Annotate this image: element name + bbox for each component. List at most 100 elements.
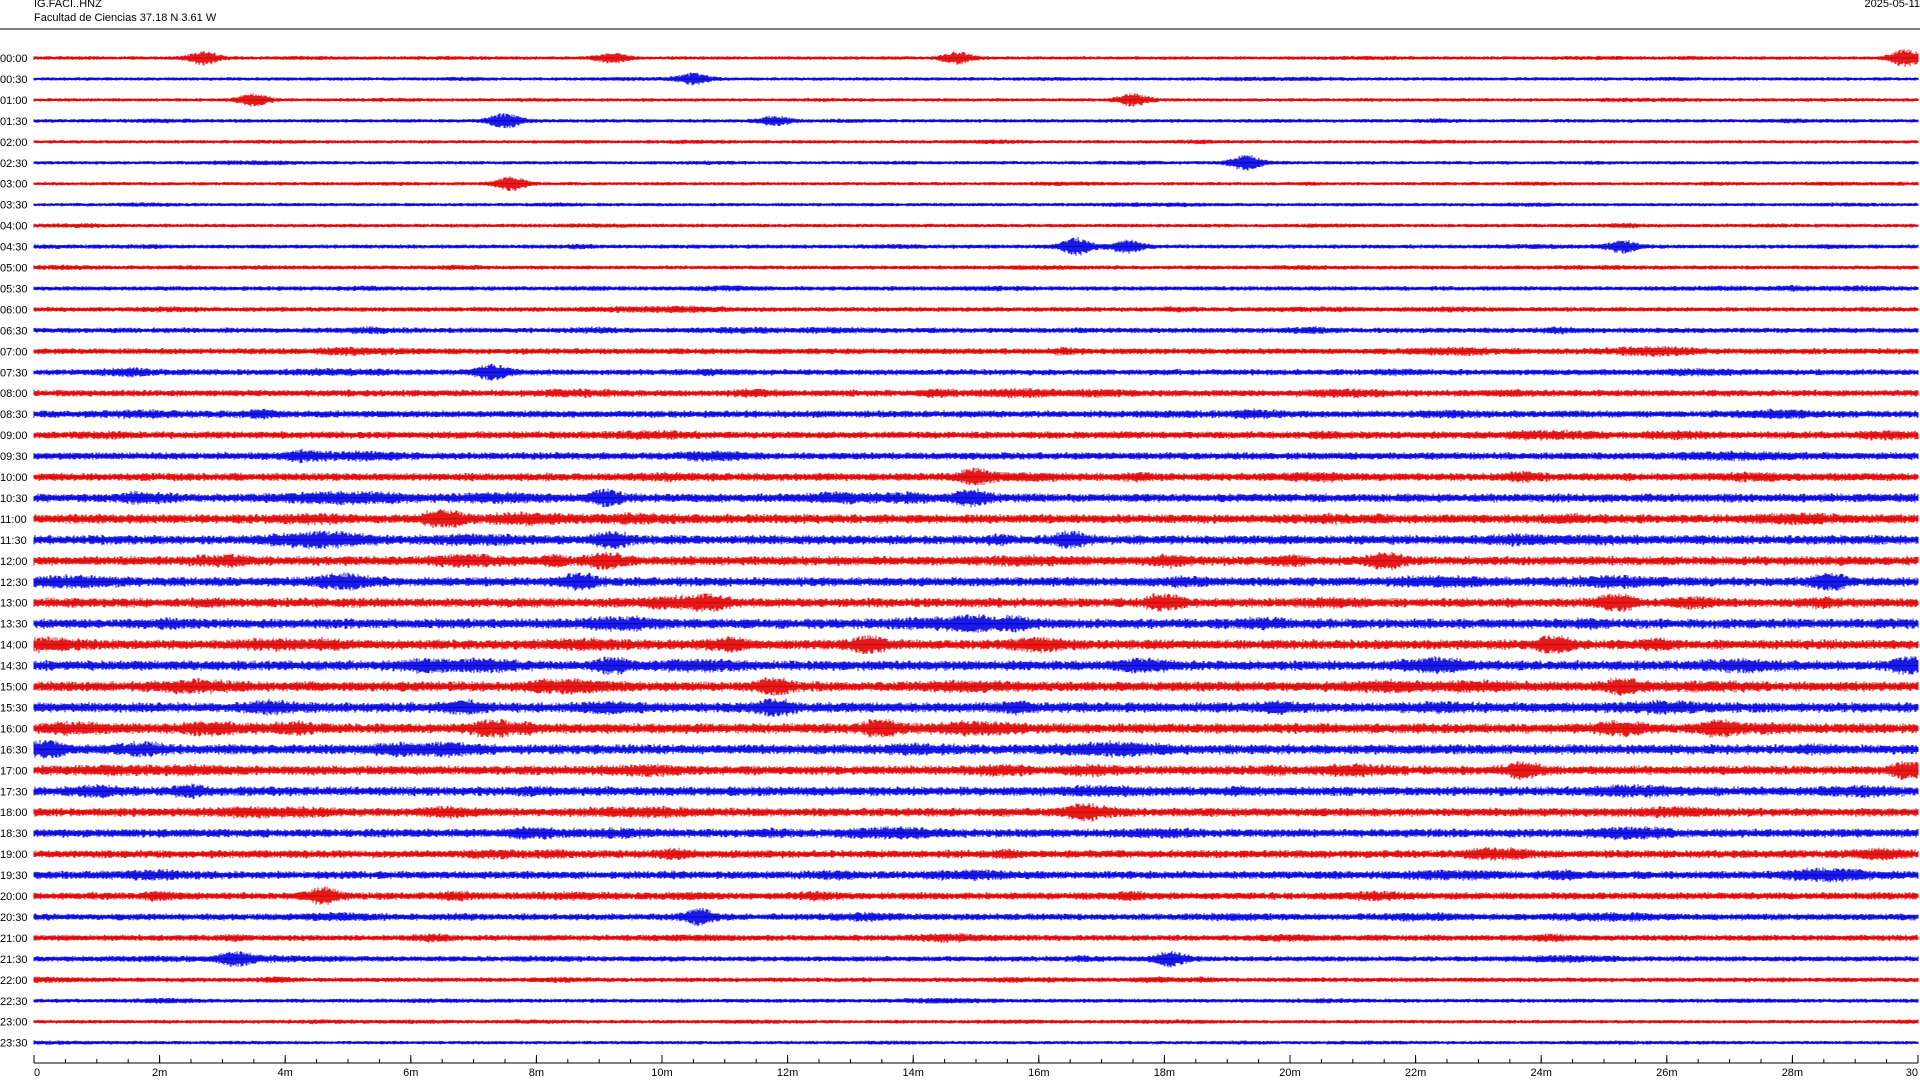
x-tick-label: 26m bbox=[1656, 1067, 1677, 1079]
row-time-label: 18:30 bbox=[0, 828, 28, 840]
row-time-label: 09:00 bbox=[0, 430, 28, 442]
row-time-label: 02:00 bbox=[0, 137, 28, 149]
trace-row-0200: 02:00 bbox=[0, 137, 1919, 149]
row-time-label: 05:30 bbox=[0, 283, 28, 295]
row-time-label: 19:30 bbox=[0, 870, 28, 882]
trace-row-2100: 21:00 bbox=[0, 933, 1919, 945]
trace-row-1030: 10:30 bbox=[0, 488, 1919, 508]
row-time-label: 21:00 bbox=[0, 933, 28, 945]
row-time-label: 14:30 bbox=[0, 661, 28, 673]
trace-row-1830: 18:30 bbox=[0, 826, 1919, 841]
trace-row-1330: 13:30 bbox=[0, 614, 1919, 633]
row-time-label: 04:00 bbox=[0, 221, 28, 233]
time-axis: 0 2m 4m 6m 8m 10m 12m 14m 16m 18m 20m 22m 24m 26m 28m 3… bbox=[33, 1055, 1919, 1079]
x-tick-label: 4m bbox=[278, 1067, 293, 1079]
x-tick-label: 6m bbox=[403, 1067, 418, 1079]
trace-row-0430: 04:30 bbox=[0, 237, 1919, 256]
row-time-label: 09:30 bbox=[0, 451, 28, 463]
trace-row-2000: 20:00 bbox=[0, 886, 1919, 905]
x-tick-label: 18m bbox=[1154, 1067, 1175, 1079]
row-time-label: 01:30 bbox=[0, 116, 28, 128]
trace-row-1000: 10:00 bbox=[0, 467, 1919, 486]
header-station-info: IG.FACI..HNZ Facultad de Ciencias 37.18 … bbox=[34, 0, 216, 25]
trace-row-0530: 05:30 bbox=[0, 283, 1919, 295]
row-time-label: 11:30 bbox=[0, 535, 27, 547]
trace-row-0700: 07:00 bbox=[0, 345, 1919, 358]
record-date: 2025-05-11 bbox=[1864, 0, 1920, 10]
row-time-label: 20:00 bbox=[0, 891, 28, 903]
trace-row-1400: 14:00 bbox=[0, 635, 1919, 654]
row-time-label: 23:00 bbox=[0, 1017, 28, 1029]
trace-row-1430: 14:30 bbox=[0, 656, 1919, 675]
row-time-label: 12:00 bbox=[0, 556, 28, 568]
trace-row-2030: 20:30 bbox=[0, 907, 1919, 927]
trace-row-2230: 22:30 bbox=[0, 996, 1919, 1008]
row-time-label: 15:30 bbox=[0, 702, 28, 714]
row-time-label: 18:00 bbox=[0, 807, 28, 819]
row-time-label: 13:00 bbox=[0, 598, 28, 610]
x-tick-label: 0 bbox=[34, 1067, 40, 1079]
row-time-label: 08:30 bbox=[0, 409, 28, 421]
x-tick-label: 16m bbox=[1028, 1067, 1049, 1079]
row-time-label: 23:30 bbox=[0, 1038, 28, 1050]
row-time-label: 01:00 bbox=[0, 95, 28, 107]
x-tick-label: 12m bbox=[777, 1067, 798, 1079]
station-code: IG.FACI..HNZ bbox=[34, 0, 102, 10]
row-time-label: 16:30 bbox=[0, 744, 28, 756]
row-time-label: 03:00 bbox=[0, 179, 28, 191]
trace-row-0130: 01:30 bbox=[0, 113, 1919, 129]
trace-row-1300: 13:00 bbox=[0, 593, 1919, 613]
row-time-label: 08:00 bbox=[0, 388, 28, 400]
x-tick-label: 24m bbox=[1530, 1067, 1551, 1079]
row-time-label: 13:30 bbox=[0, 619, 28, 631]
trace-row-0300: 03:00 bbox=[0, 176, 1919, 192]
row-time-label: 10:30 bbox=[0, 493, 28, 505]
row-time-label: 10:00 bbox=[0, 472, 28, 484]
x-tick-label: 28m bbox=[1782, 1067, 1803, 1079]
trace-row-1600: 16:00 bbox=[0, 718, 1919, 738]
trace-row-1530: 15:30 bbox=[0, 698, 1919, 717]
row-time-label: 22:30 bbox=[0, 996, 28, 1008]
row-time-label: 07:30 bbox=[0, 367, 28, 379]
trace-row-0230: 02:30 bbox=[0, 155, 1919, 171]
trace-row-2300: 23:00 bbox=[0, 1017, 1919, 1029]
row-time-label: 22:00 bbox=[0, 975, 28, 987]
trace-row-2330: 23:30 bbox=[0, 1038, 1919, 1050]
trace-row-0600: 06:00 bbox=[0, 304, 1919, 316]
row-time-label: 19:00 bbox=[0, 849, 28, 861]
trace-row-0900: 09:00 bbox=[0, 429, 1919, 442]
trace-row-0000: 00:00 bbox=[0, 49, 1919, 67]
trace-row-1930: 19:30 bbox=[0, 867, 1919, 883]
row-time-label: 17:00 bbox=[0, 765, 28, 777]
trace-row-1500: 15:00 bbox=[0, 677, 1919, 696]
x-tick-label: 2m bbox=[152, 1067, 167, 1079]
row-time-label: 04:30 bbox=[0, 242, 28, 254]
trace-row-0330: 03:30 bbox=[0, 200, 1919, 212]
trace-row-1630: 16:30 bbox=[0, 739, 1919, 759]
row-time-label: 16:00 bbox=[0, 723, 28, 735]
row-time-label: 00:00 bbox=[0, 53, 28, 65]
trace-row-0630: 06:30 bbox=[0, 325, 1919, 337]
trace-row-0500: 05:00 bbox=[0, 263, 1919, 275]
station-location: Facultad de Ciencias 37.18 N 3.61 W bbox=[34, 12, 217, 24]
trace-row-2200: 22:00 bbox=[0, 975, 1919, 987]
trace-row-2130: 21:30 bbox=[0, 950, 1919, 968]
trace-row-0030: 00:30 bbox=[0, 72, 1919, 86]
trace-rows: 00:00 00:30 01:00 01:30 02:00 02:30 03:00 03:30… bbox=[0, 49, 1919, 1050]
trace-row-1900: 19:00 bbox=[0, 846, 1919, 861]
row-time-label: 14:00 bbox=[0, 640, 28, 652]
trace-row-0930: 09:30 bbox=[0, 448, 1919, 464]
row-time-label: 06:00 bbox=[0, 304, 28, 316]
trace-row-1130: 11:30 bbox=[0, 530, 1919, 550]
trace-row-1230: 12:30 bbox=[0, 572, 1919, 591]
trace-row-0730: 07:30 bbox=[0, 363, 1919, 381]
row-time-label: 05:00 bbox=[0, 263, 28, 275]
row-time-label: 00:30 bbox=[0, 74, 28, 86]
row-time-label: 06:30 bbox=[0, 325, 28, 337]
trace-row-0400: 04:00 bbox=[0, 221, 1919, 233]
row-time-label: 02:30 bbox=[0, 158, 28, 170]
row-time-label: 03:30 bbox=[0, 200, 28, 212]
row-time-label: 20:30 bbox=[0, 912, 28, 924]
row-time-label: 12:30 bbox=[0, 577, 28, 589]
